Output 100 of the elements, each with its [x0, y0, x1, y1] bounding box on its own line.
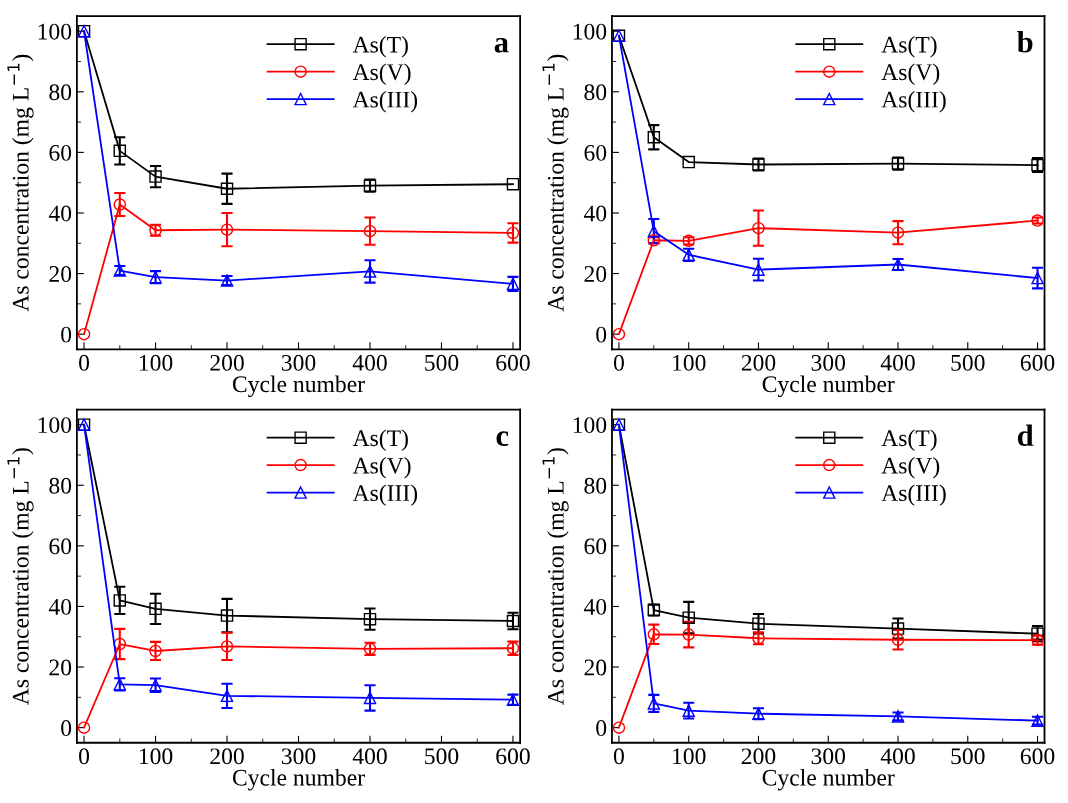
y-axis-title: As concentration (mg L$^{−1}$) [7, 448, 34, 705]
x-tick-label: 300 [281, 748, 316, 765]
x-tick-label: 500 [951, 748, 985, 765]
legend-label: As(T) [881, 429, 937, 451]
point [363, 224, 377, 238]
x-tick-label: 400 [880, 748, 915, 765]
y-tick-label: 0 [61, 720, 72, 737]
y-tick-label: 40 [48, 598, 72, 615]
legend-label: As(T) [352, 429, 408, 451]
point [647, 224, 661, 238]
point [220, 689, 234, 703]
point [647, 130, 661, 144]
x-tick-label: 600 [496, 748, 530, 765]
x-tick-label: 100 [673, 748, 706, 765]
point [891, 622, 905, 635]
x-tick-label: 400 [880, 354, 915, 371]
x-tick-label: 300 [811, 354, 846, 371]
y-tick-label: 20 [584, 266, 607, 282]
x-axis-title: Cycle number [232, 375, 365, 398]
point [506, 226, 520, 240]
point [891, 633, 905, 647]
point [1031, 271, 1044, 285]
y-tick-label: 100 [38, 23, 72, 40]
legend-label: As(V) [881, 456, 940, 479]
point [682, 628, 695, 641]
y-tick-label: 20 [49, 659, 72, 676]
x-tick-label: 300 [811, 748, 846, 765]
annotation: b [1017, 31, 1033, 53]
y-tick-label: 100 [573, 417, 607, 434]
y-axis-title: As concentration (mg L$^{−1}$) [7, 54, 34, 312]
x-tick-label: 600 [1020, 354, 1055, 371]
y-tick-label: 20 [49, 266, 72, 282]
x-axis-title: Cycle number [232, 769, 365, 791]
point [220, 609, 234, 622]
x-tick-label: 100 [673, 354, 706, 371]
point [752, 617, 765, 630]
point [113, 637, 127, 651]
point [113, 594, 127, 607]
point [363, 265, 377, 278]
annotation: a [494, 37, 509, 53]
point [149, 602, 162, 616]
point [682, 611, 695, 624]
y-tick-label: 20 [584, 659, 607, 676]
x-tick-label: 400 [352, 354, 387, 371]
legend-label: As(T) [881, 36, 937, 58]
y-tick-label: 100 [38, 417, 72, 434]
point [363, 691, 377, 705]
y-tick-label: 80 [49, 84, 72, 101]
x-tick-label: 0 [79, 354, 90, 371]
point [149, 644, 162, 658]
x-tick-label: 200 [210, 354, 244, 371]
x-tick-label: 100 [139, 354, 173, 371]
x-tick-label: 200 [741, 354, 776, 371]
point [752, 221, 765, 235]
point [363, 612, 377, 626]
point [220, 182, 234, 195]
legend-label: As(V) [352, 63, 411, 85]
point [77, 721, 91, 734]
y-tick-label: 60 [49, 144, 72, 161]
y-tick-label: 0 [61, 326, 72, 343]
x-tick-label: 600 [496, 354, 530, 371]
x-tick-label: 100 [139, 748, 173, 765]
point [647, 628, 661, 641]
y-axis-title: As concentration (mg L$^{−1}$) [542, 448, 569, 705]
point [647, 697, 661, 710]
point [612, 327, 626, 341]
x-tick-label: 600 [1020, 748, 1055, 765]
point [612, 721, 626, 734]
point [149, 170, 162, 183]
y-tick-label: 80 [584, 477, 607, 494]
x-tick-label: 500 [425, 748, 459, 765]
y-tick-label: 40 [583, 205, 607, 222]
x-tick-label: 300 [281, 354, 316, 371]
point [220, 223, 234, 236]
legend-label: As(V) [352, 456, 411, 479]
y-tick-label: 60 [49, 538, 72, 555]
x-tick-label: 0 [79, 748, 90, 765]
point [77, 327, 91, 341]
point [113, 198, 127, 211]
legend-label: As(V) [881, 63, 940, 85]
y-tick-label: 60 [584, 538, 607, 555]
x-axis-title: Cycle number [762, 375, 895, 398]
x-tick-label: 200 [741, 748, 776, 765]
legend-label: As(III) [881, 484, 946, 506]
point [113, 144, 127, 158]
x-tick-label: 0 [613, 354, 624, 371]
y-tick-label: 80 [584, 84, 607, 101]
legend-label: As(T) [352, 36, 408, 58]
y-tick-label: 0 [596, 720, 607, 737]
point [891, 226, 905, 239]
point [682, 155, 695, 169]
x-tick-label: 400 [352, 748, 387, 765]
legend-label: As(III) [352, 484, 418, 506]
x-tick-label: 0 [613, 748, 624, 765]
y-tick-label: 40 [48, 205, 72, 222]
x-axis-title: Cycle number [762, 769, 895, 791]
y-tick-label: 100 [573, 23, 607, 40]
y-tick-label: 60 [584, 144, 607, 161]
annotation: c [496, 431, 509, 447]
point [220, 640, 234, 653]
